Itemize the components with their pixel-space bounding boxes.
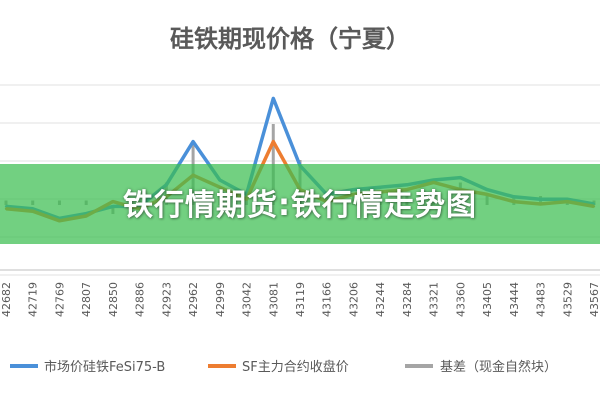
x-tick-label: 43483: [535, 282, 548, 317]
x-tick-label: 43042: [241, 282, 254, 317]
x-tick-label: 42769: [53, 282, 66, 317]
futures-close-point: [272, 140, 275, 143]
x-tick-label: 43244: [374, 282, 387, 317]
chart-title: 硅铁期现价格（宁夏）: [170, 25, 410, 53]
banner-title: 铁行情期货:铁行情走势图: [123, 188, 477, 223]
x-tick-label: 42682: [0, 282, 13, 317]
market-price-point: [272, 97, 275, 100]
legend-label-basis: 基差（现金自然块）: [440, 359, 557, 375]
x-tick-label: 43529: [561, 282, 574, 317]
legend-label-market-price: 市场价硅铁FeSi75-B: [44, 359, 165, 375]
x-tick-label: 42999: [214, 282, 227, 317]
x-tick-label: 42923: [160, 282, 173, 317]
x-tick-label: 43360: [454, 282, 467, 317]
x-tick-label: 42962: [187, 282, 200, 317]
x-tick-label: 42719: [27, 282, 40, 317]
x-tick-label: 42886: [134, 282, 147, 317]
market-price-point: [191, 140, 195, 143]
x-tick-label: 43119: [294, 282, 307, 317]
x-tick-label: 43081: [267, 282, 280, 317]
x-tick-label: 42807: [80, 282, 93, 317]
legend-label-futures-close: SF主力合约收盘价: [242, 359, 349, 375]
watermark-banner: [0, 164, 600, 244]
legend: 市场价硅铁FeSi75-B SF主力合约收盘价 基差（现金自然块）: [10, 359, 557, 375]
x-tick-label: 43284: [401, 282, 414, 317]
x-tick-label: 43206: [347, 282, 360, 317]
x-tick-label: 43405: [481, 282, 494, 317]
x-tick-label: 43321: [428, 282, 441, 317]
x-axis-tick-labels: 42682 42719 42769 42807 42850 42886 42923 42962…: [0, 282, 600, 317]
x-tick-label: 43444: [508, 282, 521, 317]
x-tick-label: 42850: [107, 282, 120, 317]
x-tick-label: 43166: [321, 282, 334, 317]
x-tick-label: 43567: [588, 282, 600, 317]
